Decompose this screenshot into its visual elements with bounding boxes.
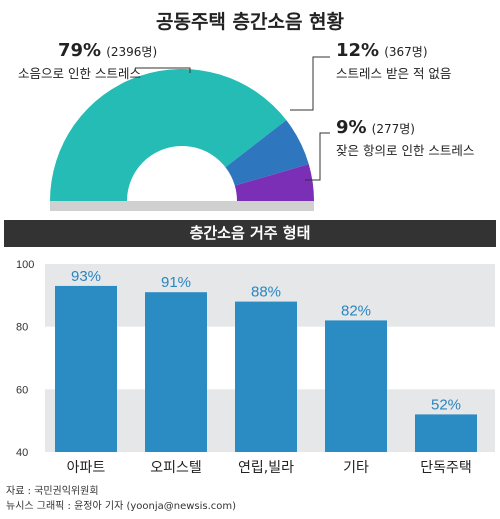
y-tick-label: 40 [16, 447, 28, 459]
bar-value-label: 88% [251, 284, 281, 301]
pie-slice-label-desc: 소음으로 인한 스트레스 [18, 66, 141, 81]
x-tick-label: 아파트 [67, 460, 106, 476]
pie-slice-label-pct: 79% [58, 40, 102, 61]
pie-slice [234, 164, 314, 201]
bar [325, 320, 387, 452]
y-tick-label: 60 [16, 384, 28, 396]
pie-slice-label-count: (367명) [384, 45, 428, 59]
y-tick-label: 80 [16, 322, 28, 334]
bar-chart-title: 층간소음 거주 형태 [4, 220, 496, 247]
pie-chart: 79% (2396명) 소음으로 인한 스트레스 12% (367명) 스트레스… [0, 0, 500, 215]
pie-leader-line-complaint-stress [305, 132, 330, 181]
pie-callout-noise-stress: 79% (2396명) 소음으로 인한 스트레스 [18, 40, 158, 82]
pie-leader-line-no-stress [290, 56, 330, 111]
x-tick-label: 단독주택 [420, 460, 472, 476]
bar-value-label: 91% [161, 274, 191, 291]
pie-callout-complaint-stress: 9% (277명) 잦은 항의로 인한 스트레스 [336, 117, 474, 159]
pie-slice [49, 68, 287, 202]
bar [55, 285, 117, 452]
pie-slice-label-desc: 잦은 항의로 인한 스트레스 [336, 143, 475, 158]
source-note: 자료 : 국민권익위원회 뉴시스 그래픽 : 윤정아 기자 (yoonja@ne… [6, 484, 236, 514]
chart-title: 공동주택 층간소음 현황 [155, 11, 345, 33]
bar-value-label: 93% [71, 268, 101, 285]
bar-value-label: 52% [431, 396, 461, 413]
pie-slice-label-count: (2396명) [106, 45, 158, 59]
pie-slice [225, 120, 309, 186]
x-tick-label: 오피스텔 [150, 460, 202, 476]
credit-line: 뉴시스 그래픽 : 윤정아 기자 (yoonja@newsis.com) [6, 501, 237, 512]
bar [235, 301, 297, 452]
pie-leader-line-noise-stress [135, 67, 191, 73]
pie-base-shadow [50, 201, 314, 211]
x-tick-label: 기타 [343, 460, 369, 476]
pie-chart-svg [49, 56, 330, 211]
source-line: 자료 : 국민권익위원회 [6, 486, 99, 497]
x-tick-label: 연립,빌라 [238, 460, 294, 476]
bar-chart: 40 60 80 100 93% 아파트 91% 오피스텔 88% 연립,빌라 82% 기타 52% 단독… [0, 250, 500, 485]
bar [145, 292, 207, 452]
pie-callout-no-stress: 12% (367명) 스트레스 받은 적 없음 [336, 40, 451, 82]
pie-slice-label-pct: 12% [336, 40, 380, 61]
pie-slice-label-pct: 9% [336, 117, 367, 138]
pie-slice-label-count: (277명) [371, 122, 415, 136]
pie-slice-label-desc: 스트레스 받은 적 없음 [336, 66, 452, 81]
y-tick-label: 100 [16, 259, 34, 271]
bar-chart-svg: 40 60 80 100 93% 아파트 91% 오피스텔 88% 연립,빌라 82% 기타 52% 단독… [16, 259, 495, 476]
bar-value-label: 82% [341, 302, 371, 319]
bar [415, 414, 477, 452]
